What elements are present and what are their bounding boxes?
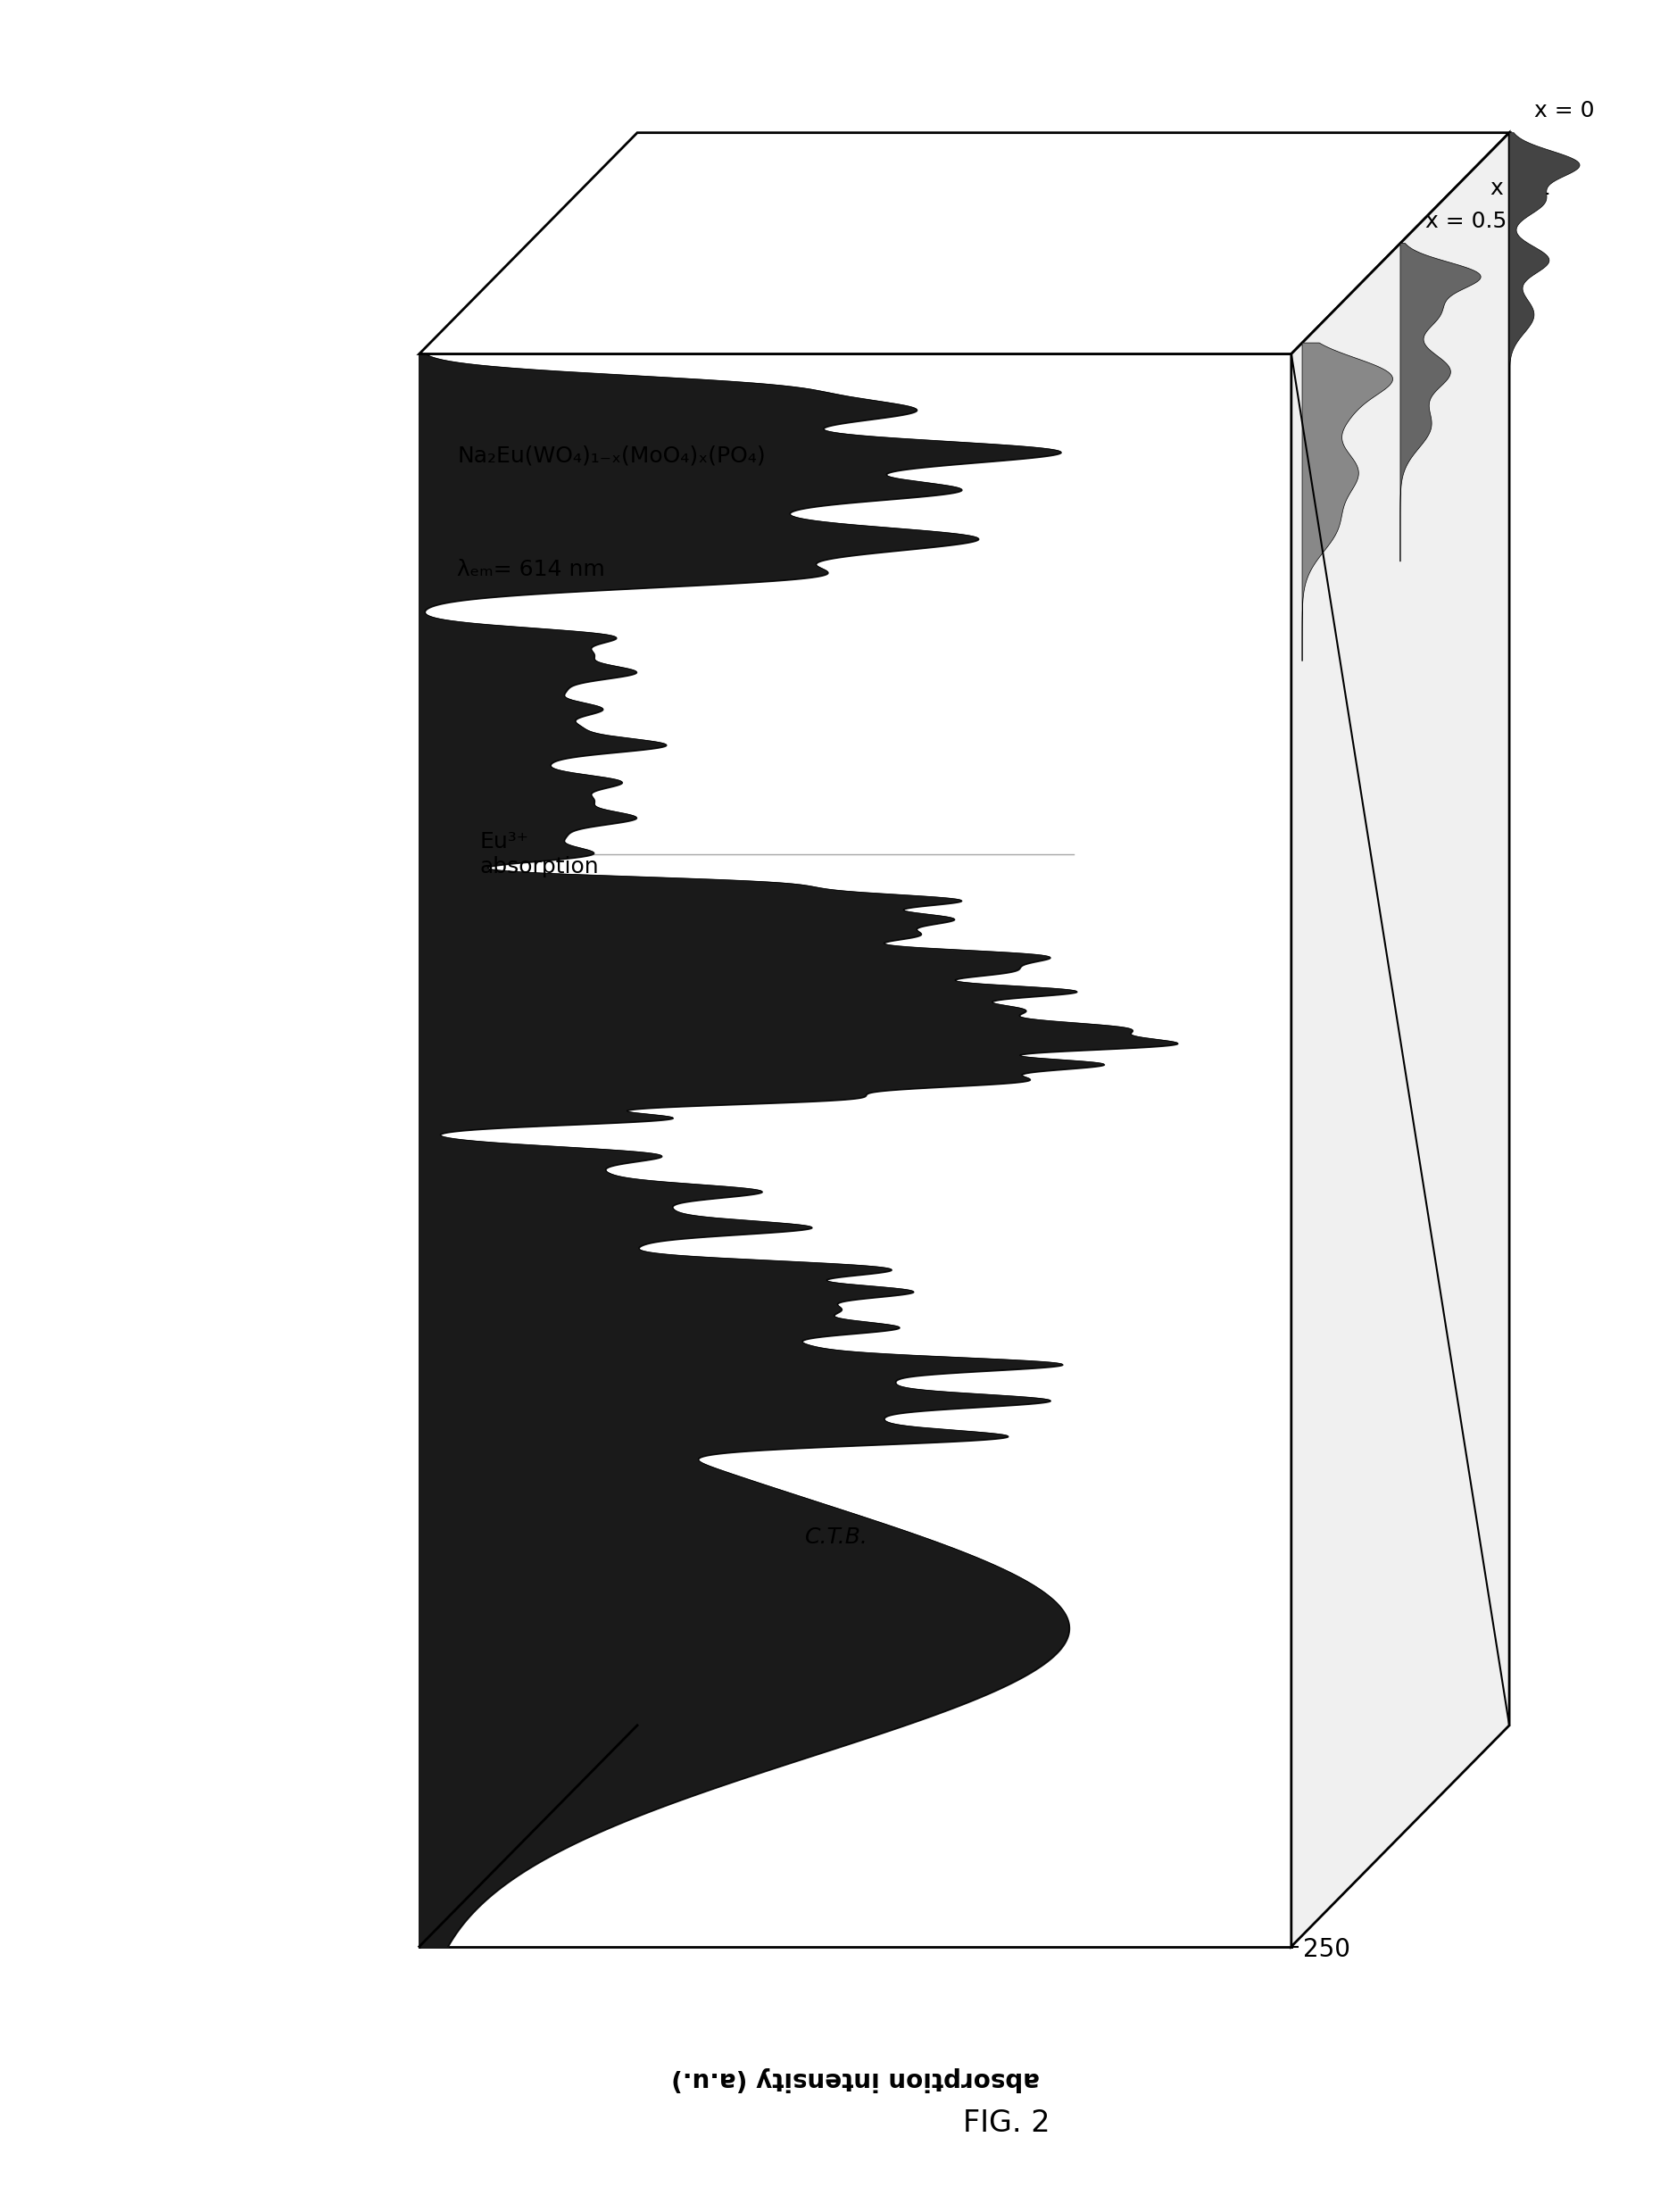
Text: x = 1: x = 1 — [1491, 177, 1551, 199]
Text: Na₂Eu(WO₄)₁₋ₓ(MoO₄)ₓ(PO₄): Na₂Eu(WO₄)₁₋ₓ(MoO₄)ₓ(PO₄) — [458, 445, 766, 467]
Text: Eu³⁺
absorption: Eu³⁺ absorption — [480, 832, 599, 878]
Text: x = 0.5: x = 0.5 — [1425, 210, 1508, 232]
Text: C.T.B.: C.T.B. — [805, 1526, 869, 1548]
Text: FIG. 2: FIG. 2 — [963, 2108, 1050, 2139]
Text: absorption intensity (a.u.): absorption intensity (a.u.) — [671, 2066, 1040, 2093]
Text: x = 0: x = 0 — [1534, 100, 1595, 122]
Y-axis label: wavelength (nm): wavelength (nm) — [1389, 1044, 1412, 1256]
Text: λₑₘ= 614 nm: λₑₘ= 614 nm — [458, 560, 605, 580]
